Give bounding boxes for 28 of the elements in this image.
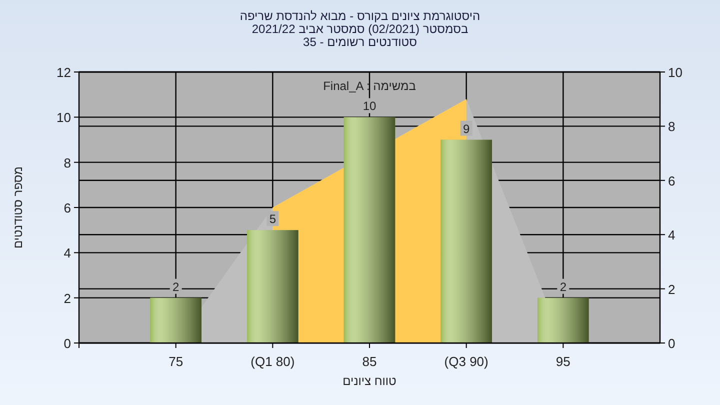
y-tick-label: 0	[64, 336, 71, 351]
x-tick-label: (Q1 80)	[250, 354, 295, 369]
y2-tick-label: 8	[668, 119, 676, 134]
y2-tick-label: 2	[668, 282, 676, 297]
x-tick-label: 75	[168, 354, 184, 369]
y-tick-label: 6	[64, 200, 71, 216]
y2-tick-label: 6	[668, 173, 676, 188]
y-tick-label: 12	[56, 65, 71, 80]
data-label: 5	[269, 212, 276, 226]
y-tick-label: 8	[64, 155, 71, 170]
y-tick-label: 10	[56, 110, 71, 126]
x-tick-label: 95	[556, 354, 570, 369]
y-tick-label: 4	[64, 246, 71, 261]
data-label: 10	[362, 99, 376, 114]
data-label: 2	[172, 280, 180, 294]
y-axis-title: מספר סטודנטים	[11, 166, 25, 249]
chart-title: היסטוגרמת ציונים בקורס - מבוא להנדסת שריפה	[240, 9, 480, 23]
chart-subtitle: בסמסטר (02/2021) סמסטר אביב 2021/22 סטודנטים רשומים - 35	[252, 22, 468, 49]
x-tick-label: (Q3 90)	[444, 354, 488, 369]
y-tick-label: 2	[64, 290, 71, 306]
x-tick-label: 85	[362, 354, 377, 369]
annotation: Final_A : במשימה	[323, 79, 416, 93]
data-label: 2	[560, 280, 567, 294]
data-label: 9	[462, 122, 470, 136]
y2-tick-label: 4	[668, 228, 676, 243]
x-axis-title: טווח ציונים	[342, 374, 397, 388]
y2-tick-label: 10	[668, 65, 682, 80]
y2-tick-label: 0	[668, 336, 676, 351]
